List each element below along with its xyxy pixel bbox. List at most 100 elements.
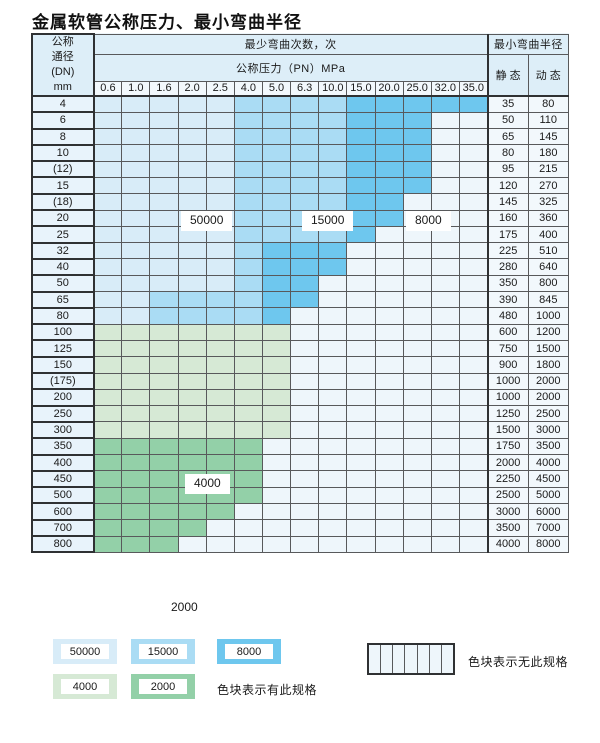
static-radius-value: 95	[486, 160, 529, 178]
spec-cell	[290, 160, 320, 178]
spec-cell	[149, 160, 179, 178]
legend-no-spec-text: 色块表示无此规格	[468, 655, 569, 669]
spec-cell	[430, 242, 460, 260]
spec-cell	[233, 437, 263, 456]
spec-cell	[346, 339, 376, 358]
spec-cell	[458, 94, 489, 113]
spec-cell	[318, 291, 348, 309]
table-row: 6 50 110	[31, 111, 570, 130]
dynamic-radius-value: 270	[527, 176, 570, 195]
spec-cell	[458, 421, 489, 439]
spec-cell	[92, 454, 123, 472]
spec-cell	[121, 258, 151, 276]
spec-cell	[177, 242, 207, 260]
static-radius-value: 35	[486, 94, 529, 113]
spec-cell	[290, 242, 320, 260]
spec-cell	[205, 291, 235, 309]
page-title: 金属软管公称压力、最小弯曲半径	[32, 13, 302, 33]
spec-cell	[318, 454, 348, 472]
spec-cell	[92, 470, 123, 488]
spec-cell	[149, 437, 179, 456]
spec-cell	[205, 258, 235, 276]
pressure-column-header: 5.0	[261, 80, 292, 97]
spec-cell	[177, 176, 207, 195]
dynamic-radius-value: 6000	[527, 502, 570, 521]
spec-cell	[430, 470, 460, 488]
spec-cell	[149, 323, 179, 341]
pressure-column-header: 1.0	[121, 80, 151, 97]
spec-cell	[177, 94, 207, 113]
spec-cell	[92, 388, 123, 407]
spec-cell	[458, 519, 489, 537]
spec-cell	[205, 356, 235, 374]
spec-cell	[121, 519, 151, 537]
spec-cell	[374, 437, 404, 456]
spec-cell	[290, 437, 320, 456]
table-row: 500 2500 5000	[31, 486, 570, 505]
spec-cell	[346, 291, 376, 309]
dn-value: 4	[31, 94, 95, 114]
spec-cell	[92, 242, 123, 260]
dynamic-radius-value: 325	[527, 193, 570, 211]
spec-cell	[374, 421, 404, 439]
spec-cell	[261, 242, 292, 260]
dynamic-radius-value: 1200	[527, 323, 570, 341]
spec-cell	[346, 94, 376, 113]
spec-cell	[458, 372, 489, 390]
pressure-column-header: 15.0	[346, 80, 376, 97]
spec-cell	[177, 339, 207, 358]
spec-cell	[92, 421, 123, 439]
spec-cell	[402, 437, 432, 456]
spec-cell	[290, 193, 320, 211]
spec-cell	[233, 405, 263, 423]
spec-cell	[318, 111, 348, 130]
dn-value: (12)	[31, 160, 95, 179]
pressure-column-header: 25.0	[402, 80, 432, 97]
spec-cell	[205, 323, 235, 341]
spec-cell	[149, 176, 179, 195]
dn-value: (175)	[31, 372, 95, 391]
static-radius-value: 3500	[486, 519, 529, 537]
spec-cell	[458, 323, 489, 341]
spec-cell	[374, 144, 404, 162]
spec-cell	[92, 209, 123, 227]
spec-cell	[149, 519, 179, 537]
spec-cell	[233, 307, 263, 325]
spec-cell	[261, 519, 292, 537]
spec-cell	[92, 193, 123, 211]
dn-value: 350	[31, 437, 95, 456]
spec-cell	[121, 176, 151, 195]
legend-swatch-label: 15000	[139, 644, 187, 659]
spec-cell	[402, 144, 432, 162]
spec-cell	[149, 258, 179, 276]
spec-cell	[374, 388, 404, 407]
spec-cell	[92, 356, 123, 374]
dynamic-radius-value: 215	[527, 160, 570, 178]
spec-cell	[318, 307, 348, 325]
dynamic-radius-value: 360	[527, 209, 570, 227]
spec-cell	[374, 405, 404, 423]
dn-value: 300	[31, 420, 95, 440]
dn-header-cell: 公称 通径 (DN) mm	[31, 33, 95, 97]
spec-cell	[205, 339, 235, 358]
spec-cell	[402, 160, 432, 178]
dn-value: 40	[31, 257, 95, 277]
spec-cell	[92, 111, 123, 130]
dn-value: 20	[31, 209, 95, 228]
spec-cell	[402, 323, 432, 341]
spec-cell	[177, 144, 207, 162]
spec-cell	[261, 388, 292, 407]
spec-cell	[290, 111, 320, 130]
spec-cell	[402, 128, 432, 146]
spec-cell	[458, 128, 489, 146]
spec-cell	[233, 519, 263, 537]
table-row: 10 80 180	[31, 143, 570, 163]
spec-cell	[346, 274, 376, 293]
dynamic-radius-value: 1800	[527, 356, 570, 374]
table-row: 20 160 360	[31, 209, 570, 228]
static-radius-value: 175	[486, 225, 529, 244]
spec-cell	[346, 307, 376, 325]
table-row: 350 1750 3500	[31, 437, 570, 456]
spec-cell	[374, 291, 404, 309]
